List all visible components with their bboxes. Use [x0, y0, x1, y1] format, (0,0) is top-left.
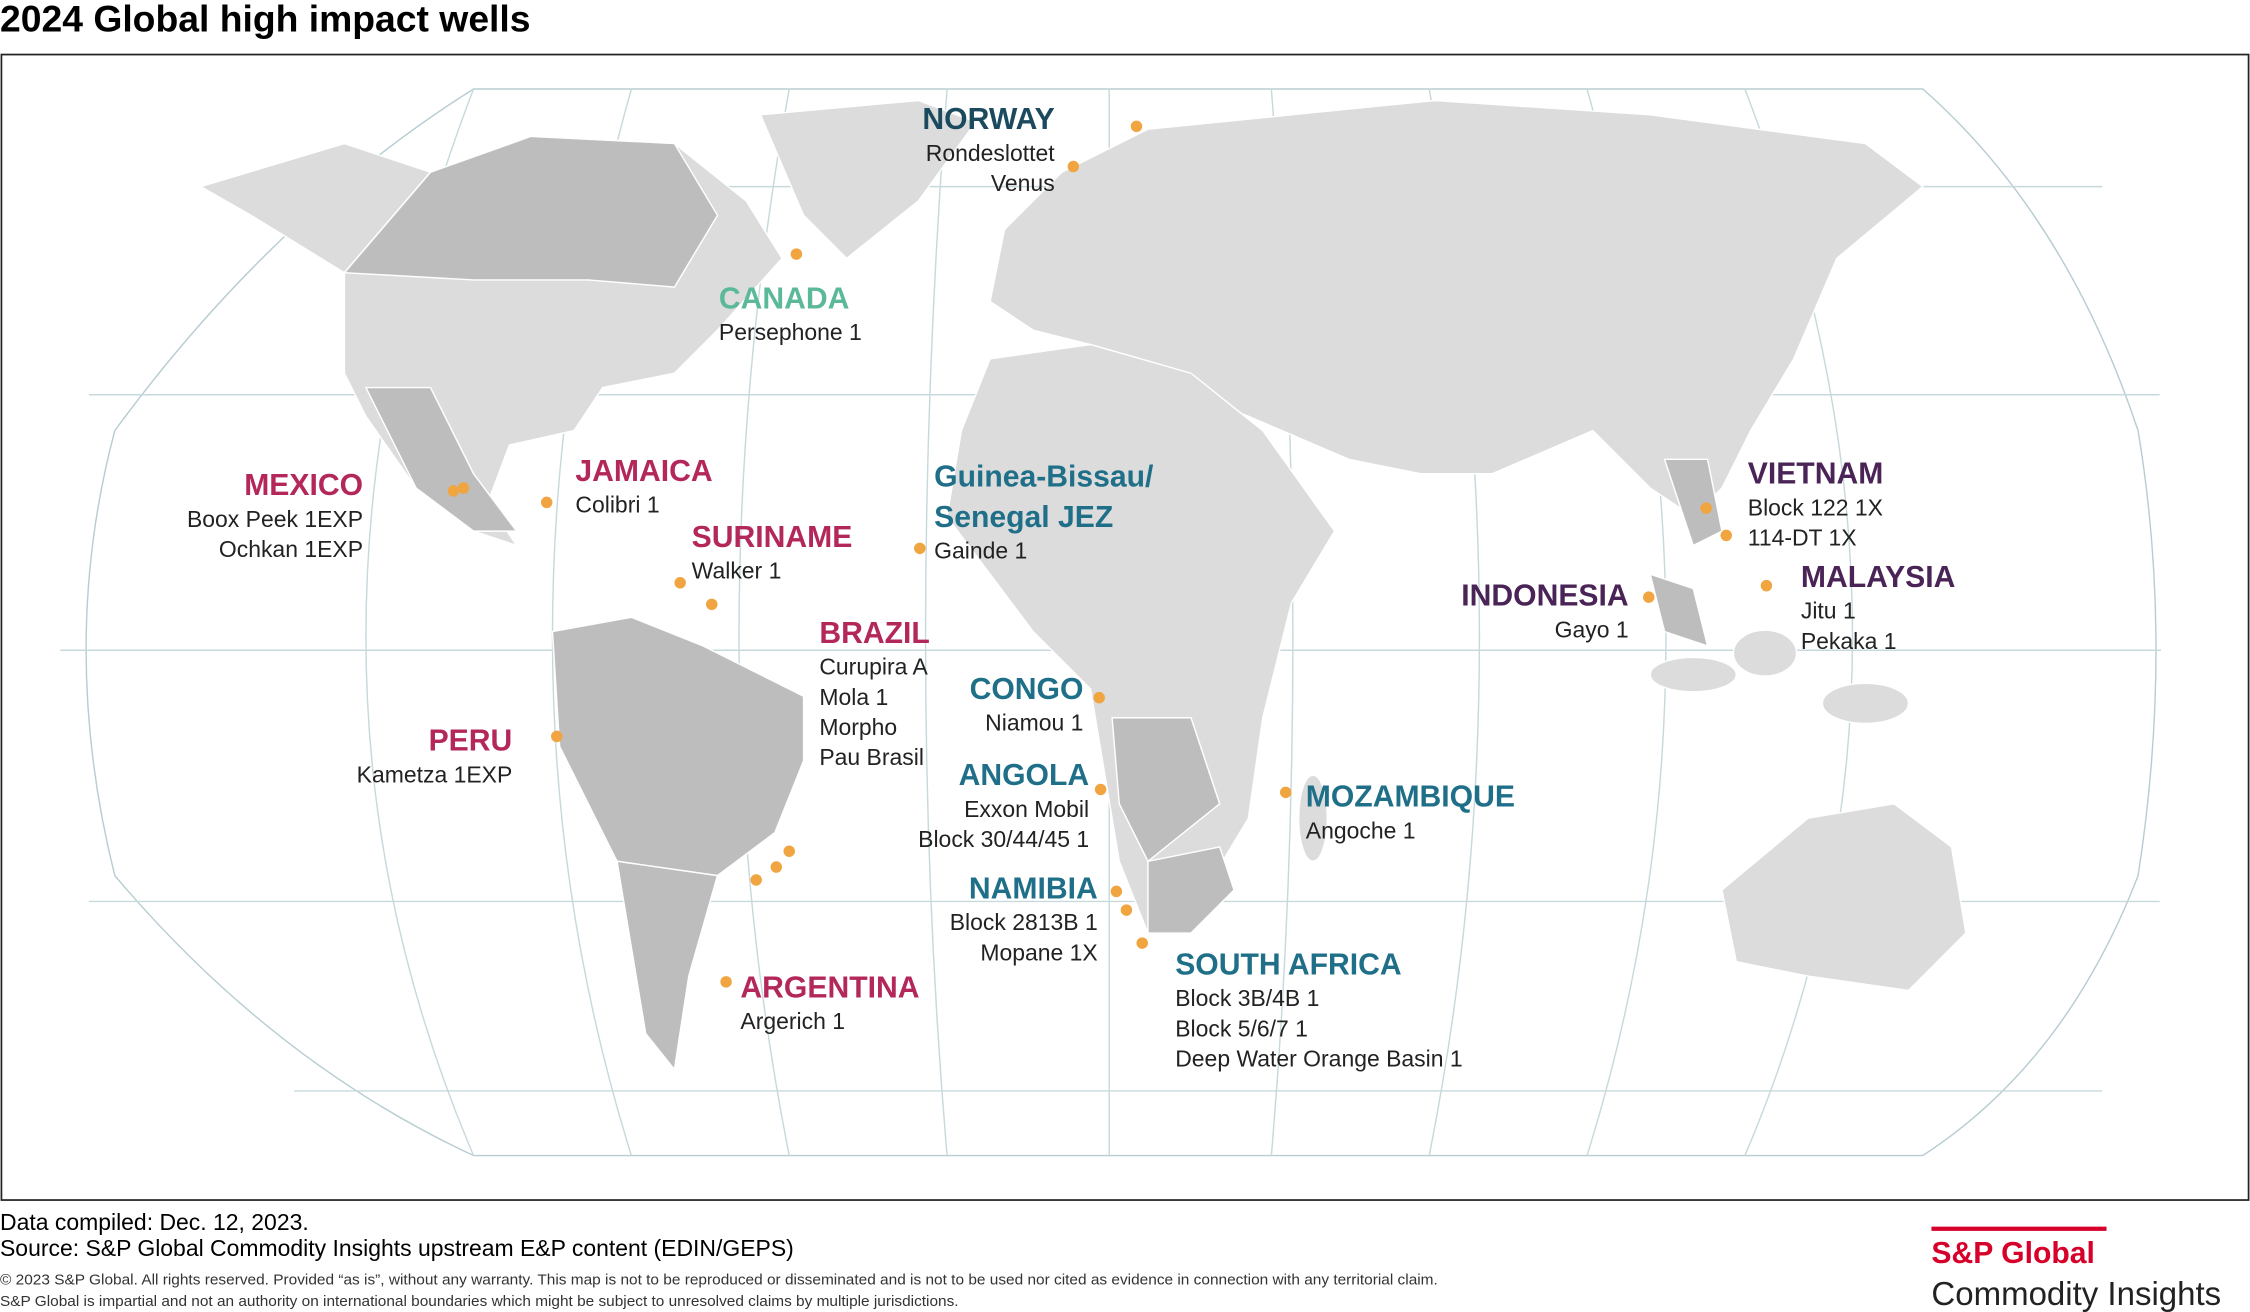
well-name: Gainde 1 [934, 537, 1027, 563]
well-name: Block 3B/4B 1 [1175, 985, 1319, 1011]
well-name: Jitu 1 [1801, 598, 1856, 624]
well-name: Kametza 1EXP [357, 761, 513, 787]
well-marker [750, 874, 762, 886]
region-name: MALAYSIA [1801, 561, 1956, 594]
region-name: ARGENTINA [740, 972, 919, 1005]
well-name: Pekaka 1 [1801, 628, 1897, 654]
well-name: Mopane 1X [980, 939, 1097, 965]
region-name: MOZAMBIQUE [1306, 781, 1515, 814]
well-marker [705, 598, 718, 611]
well-marker [1093, 691, 1105, 704]
well-marker [1110, 885, 1123, 898]
well-marker [790, 248, 803, 260]
footer-compiled: Data compiled: Dec. 12, 2023. [0, 1209, 309, 1235]
well-name: Block 122 1X [1748, 494, 1883, 520]
well-name: Venus [991, 170, 1055, 196]
region-name: NAMIBIA [969, 873, 1098, 906]
well-name: Block 5/6/7 1 [1175, 1015, 1308, 1041]
well-marker [1094, 783, 1107, 796]
region-name: BRAZIL [819, 617, 929, 650]
footer: Data compiled: Dec. 12, 2023. Source: S&… [0, 1209, 1438, 1310]
region-name: Guinea-Bissau/ [934, 461, 1154, 494]
region-name: JAMAICA [575, 455, 712, 488]
well-marker [540, 496, 553, 509]
well-marker [674, 577, 686, 589]
region-name: ANGOLA [959, 759, 1090, 792]
region-name: SURINAME [692, 521, 853, 554]
well-marker [457, 482, 470, 494]
well-name: Block 2813B 1 [950, 909, 1098, 935]
well-marker [447, 485, 460, 497]
well-name: Argerich 1 [740, 1008, 845, 1034]
well-marker [783, 845, 795, 857]
well-name: Gayo 1 [1555, 616, 1629, 642]
map-base [60, 88, 2162, 1157]
well-name: Boox Peek 1EXP [187, 506, 363, 532]
well-marker [1120, 904, 1133, 916]
well-marker [551, 730, 563, 743]
well-marker [1643, 591, 1655, 603]
well-marker [1136, 937, 1148, 949]
region-name: CONGO [970, 673, 1084, 706]
well-marker [1700, 502, 1712, 514]
well-marker [770, 861, 783, 873]
well-marker [1760, 579, 1773, 592]
footer-copyright: S&P Global is impartial and not an autho… [0, 1294, 959, 1310]
region-name: INDONESIA [1461, 580, 1628, 613]
region-name: NORWAY [922, 103, 1054, 136]
region-name: MEXICO [244, 469, 363, 502]
footer-copyright: © 2023 S&P Global. All rights reserved. … [0, 1273, 1438, 1289]
well-name: Persephone 1 [719, 319, 862, 345]
well-labels: NORWAY Rondeslottet Venus CANADA Persephone … [187, 103, 1955, 1071]
well-name: Mola 1 [819, 684, 888, 710]
title: 2024 Global high impact wells [0, 0, 531, 40]
well-marker [1067, 160, 1080, 173]
well-name: Deep Water Orange Basin 1 [1175, 1046, 1462, 1072]
well-marker [1720, 529, 1732, 542]
well-marker [720, 976, 732, 988]
well-marker [1279, 786, 1292, 799]
well-marker [1130, 120, 1143, 133]
well-name: Rondeslottet [926, 140, 1055, 166]
region-name: SOUTH AFRICA [1175, 949, 1401, 982]
well-name: Block 30/44/45 1 [918, 826, 1089, 852]
well-name: 114-DT 1X [1748, 524, 1857, 550]
well-name: Curupira A [819, 654, 928, 680]
logo-brand: S&P Global [1931, 1237, 2094, 1270]
region-name: VIETNAM [1748, 458, 1884, 491]
well-name: Ochkan 1EXP [219, 536, 363, 562]
region-name: PERU [429, 725, 513, 758]
well-name: Niamou 1 [985, 710, 1083, 736]
region-name: Senegal JEZ [934, 501, 1113, 534]
well-name: Angoche 1 [1306, 817, 1416, 843]
well-name: Colibri 1 [575, 491, 659, 517]
well-name: Morpho [819, 714, 897, 740]
well-marker [914, 542, 926, 555]
logo: S&P Global Commodity Insights [1931, 1226, 2221, 1312]
footer-source: Source: S&P Global Commodity Insights up… [0, 1235, 794, 1261]
well-name: Walker 1 [692, 557, 782, 583]
logo-product: Commodity Insights [1931, 1275, 2221, 1312]
well-name: Pau Brasil [819, 744, 924, 770]
region-name: CANADA [719, 283, 850, 316]
well-name: Exxon Mobil [964, 796, 1089, 822]
